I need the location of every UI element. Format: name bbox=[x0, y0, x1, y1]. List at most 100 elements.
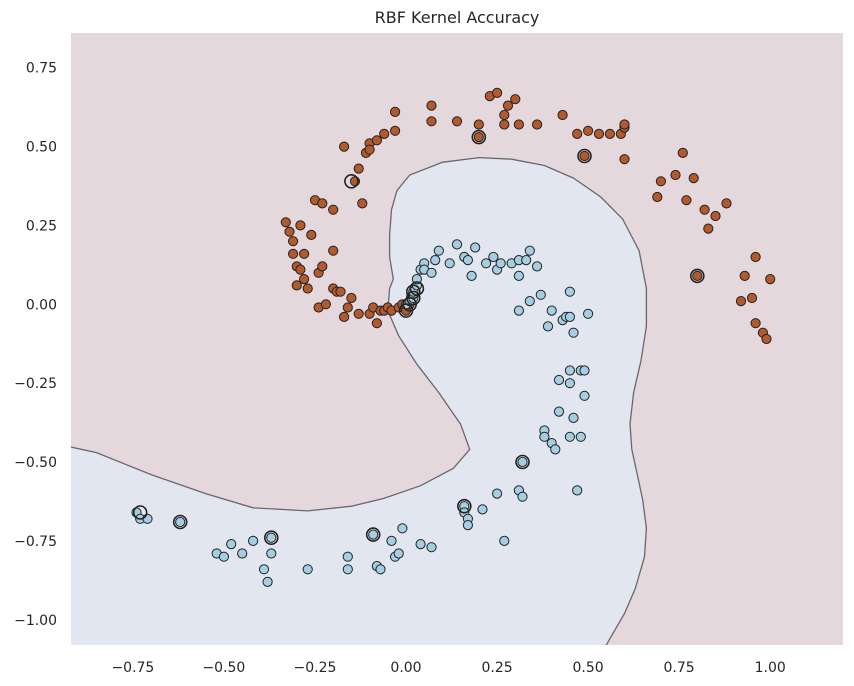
data-point-class0 bbox=[353, 308, 364, 319]
plot-area bbox=[71, 33, 843, 645]
data-point-class0 bbox=[299, 248, 310, 259]
data-point-class0 bbox=[692, 270, 703, 281]
support-vector-ring bbox=[456, 498, 472, 514]
data-point-class0 bbox=[317, 261, 328, 272]
x-tick-label: −0.50 bbox=[202, 660, 245, 676]
data-point-class1 bbox=[342, 564, 353, 575]
data-point-class1 bbox=[553, 406, 565, 417]
data-point-class0 bbox=[502, 100, 514, 111]
data-point-class0 bbox=[288, 236, 299, 247]
y-tick-label: −1.00 bbox=[14, 613, 57, 629]
data-point-class1 bbox=[550, 444, 561, 455]
y-axis: 0.75 0.50 0.25 0.00 −0.25 −0.50 −0.75 −1.00 bbox=[14, 61, 57, 629]
decision-boundary bbox=[71, 156, 648, 645]
data-point-class1 bbox=[564, 378, 576, 389]
points-layer bbox=[131, 87, 776, 588]
data-point-class0 bbox=[288, 248, 299, 259]
data-point-class1 bbox=[524, 296, 535, 307]
support-vector-ring bbox=[405, 284, 421, 300]
x-tick-label: 0.50 bbox=[573, 660, 604, 676]
data-point-class0 bbox=[371, 318, 382, 329]
data-point-class1 bbox=[218, 551, 229, 562]
data-point-class0 bbox=[320, 299, 331, 310]
data-point-class0 bbox=[499, 109, 510, 121]
support-vectors-layer bbox=[132, 129, 705, 546]
support-vector-ring bbox=[344, 174, 359, 189]
data-point-class1 bbox=[262, 576, 273, 588]
data-point-class0 bbox=[761, 333, 772, 345]
data-point-class0 bbox=[284, 226, 295, 237]
data-point-class0 bbox=[670, 169, 681, 181]
data-point-class1 bbox=[499, 535, 510, 547]
y-tick-label: 0.75 bbox=[26, 61, 57, 77]
data-point-class0 bbox=[735, 296, 747, 307]
data-point-class1 bbox=[237, 548, 248, 559]
data-point-class1 bbox=[258, 564, 270, 575]
data-point-class1 bbox=[564, 365, 576, 376]
data-point-class0 bbox=[703, 223, 714, 234]
data-point-class0 bbox=[699, 204, 710, 215]
data-point-class1 bbox=[542, 321, 554, 332]
data-point-class1 bbox=[466, 270, 477, 281]
data-point-class0 bbox=[765, 274, 776, 285]
x-tick-label: 0.00 bbox=[390, 660, 421, 676]
data-point-class0 bbox=[583, 125, 594, 136]
data-point-class0 bbox=[426, 116, 437, 127]
data-point-class1 bbox=[375, 564, 386, 575]
data-point-class0 bbox=[295, 264, 306, 275]
y-tick-label: 0.00 bbox=[26, 297, 57, 313]
data-point-class1 bbox=[488, 251, 499, 263]
support-vector-ring bbox=[132, 505, 148, 520]
x-tick-label: −0.75 bbox=[111, 660, 154, 676]
chart-title: RBF Kernel Accuracy bbox=[375, 8, 540, 27]
data-point-class1 bbox=[342, 551, 353, 562]
data-point-class1 bbox=[426, 267, 437, 278]
data-point-class1 bbox=[175, 516, 186, 528]
data-point-class1 bbox=[517, 456, 528, 468]
data-point-class1 bbox=[266, 548, 277, 559]
data-point-class1 bbox=[444, 258, 455, 269]
data-point-class0 bbox=[473, 132, 484, 143]
data-point-class0 bbox=[739, 270, 750, 281]
data-point-class0 bbox=[295, 220, 306, 231]
data-point-class0 bbox=[513, 119, 525, 130]
x-tick-label: 0.75 bbox=[664, 660, 695, 676]
data-point-class1 bbox=[492, 488, 503, 499]
data-point-class0 bbox=[593, 128, 605, 139]
support-vector-ring bbox=[263, 530, 279, 546]
data-point-class1 bbox=[430, 255, 441, 266]
data-point-class1 bbox=[368, 529, 379, 540]
data-point-class0 bbox=[291, 280, 302, 291]
data-point-class0 bbox=[328, 204, 339, 215]
data-point-class0 bbox=[652, 191, 663, 203]
data-point-class0 bbox=[426, 100, 437, 111]
data-point-class0 bbox=[619, 154, 630, 165]
support-vector-ring bbox=[577, 148, 592, 164]
data-point-class0 bbox=[572, 128, 583, 139]
data-point-class1 bbox=[575, 431, 586, 442]
x-tick-label: 0.25 bbox=[482, 660, 513, 676]
support-vector-ring bbox=[365, 527, 381, 542]
data-point-class1 bbox=[535, 289, 546, 300]
support-vector-ring bbox=[172, 514, 188, 530]
data-point-class1 bbox=[481, 258, 492, 269]
data-point-class1 bbox=[513, 270, 525, 281]
support-vector-ring bbox=[515, 454, 530, 470]
data-point-class1 bbox=[393, 548, 404, 559]
data-point-class0 bbox=[750, 318, 761, 329]
data-point-class1 bbox=[568, 412, 579, 423]
data-point-class1 bbox=[495, 258, 506, 269]
data-point-class1 bbox=[462, 520, 473, 531]
data-point-class1 bbox=[470, 242, 481, 253]
data-point-class1 bbox=[564, 431, 576, 442]
data-point-class0 bbox=[317, 198, 328, 209]
data-point-class0 bbox=[451, 116, 463, 127]
data-point-class1 bbox=[451, 239, 463, 250]
data-point-class1 bbox=[579, 365, 590, 376]
support-vector-ring bbox=[405, 290, 421, 306]
data-point-class1 bbox=[564, 311, 576, 322]
x-tick-label: −0.25 bbox=[294, 660, 337, 676]
data-point-class0 bbox=[579, 150, 590, 162]
data-point-class0 bbox=[353, 163, 364, 174]
